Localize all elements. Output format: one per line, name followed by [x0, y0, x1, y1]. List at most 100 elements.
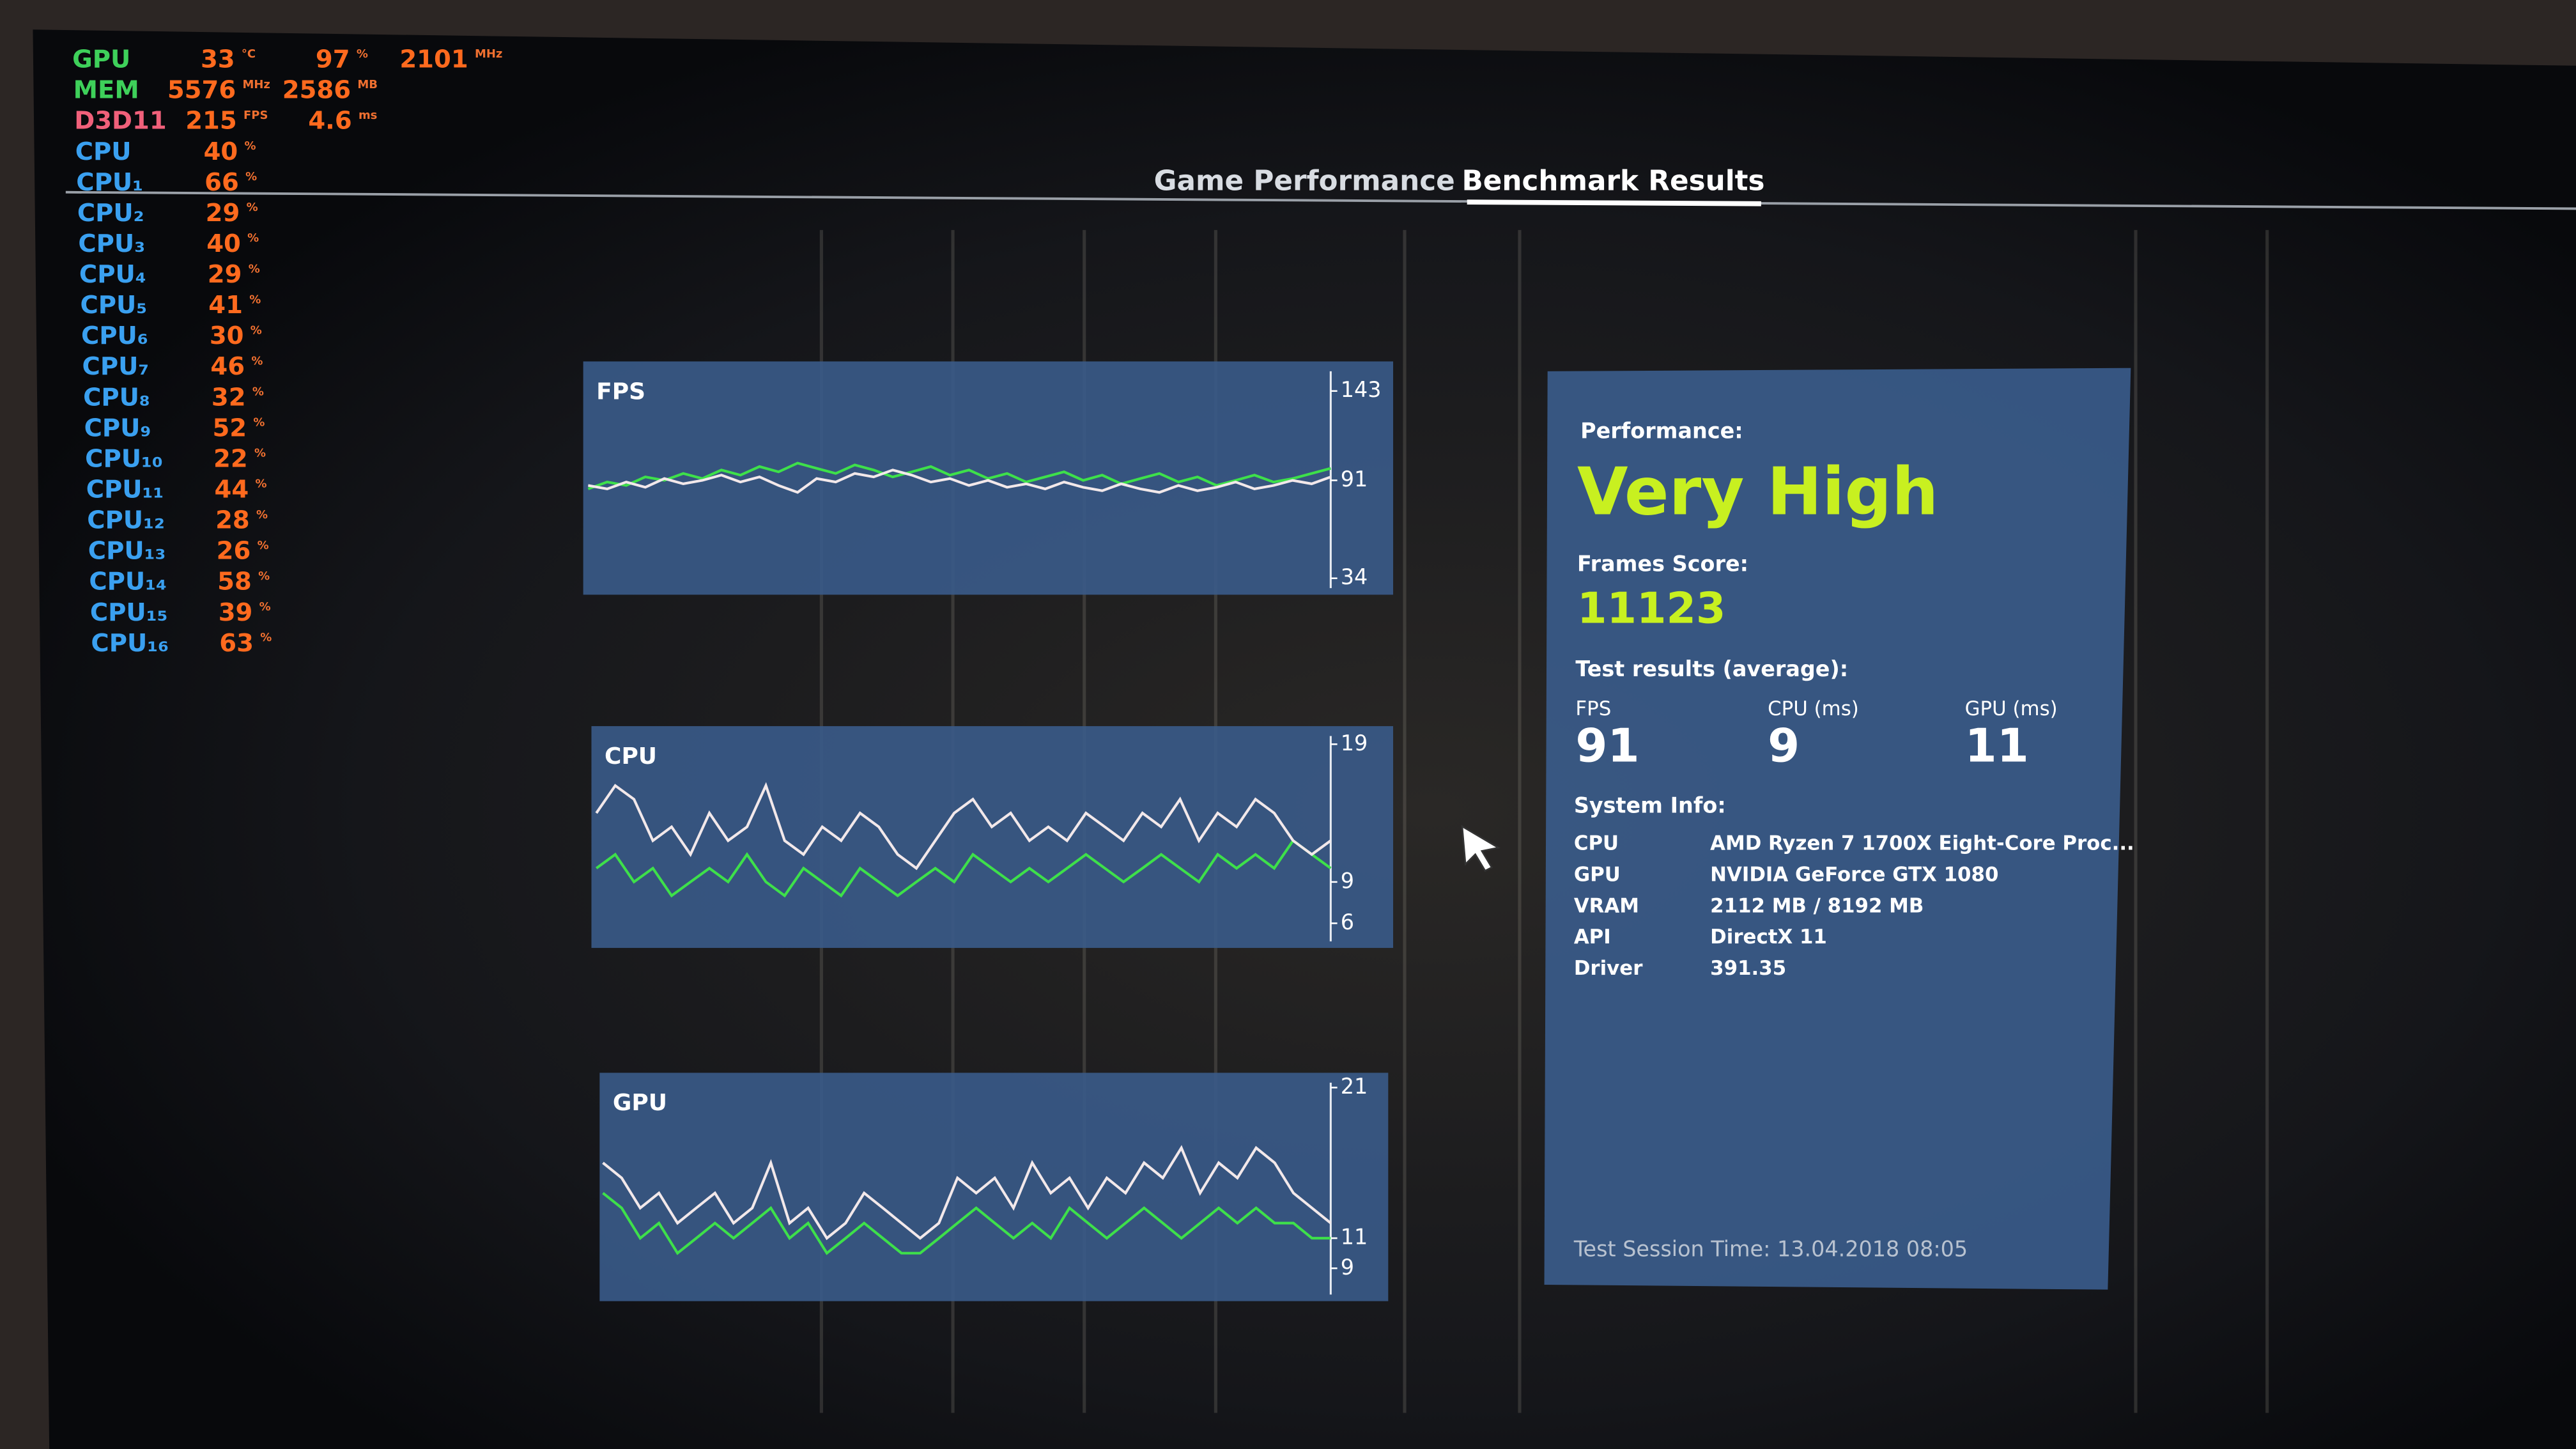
results-panel: [1544, 368, 2131, 1290]
osd-label: CPU₅: [80, 291, 147, 320]
osd-label: CPU₁₆: [91, 629, 169, 658]
osd-label: D3D11: [74, 107, 166, 136]
osd-unit: %: [256, 508, 268, 522]
average-label: CPU (ms): [1768, 697, 1859, 720]
info-value: NVIDIA GeForce GTX 1080: [1710, 863, 1998, 886]
osd-label: CPU₂: [77, 199, 144, 228]
graph-panel: [599, 1073, 1389, 1301]
osd-value: 40: [206, 229, 241, 258]
osd-label: CPU₁₁: [86, 476, 164, 504]
osd-unit: %: [254, 447, 266, 460]
y-tick-label: 11: [1341, 1225, 1368, 1250]
osd-value: 40: [204, 137, 238, 166]
osd-label: GPU: [72, 45, 130, 74]
osd-unit: %: [258, 539, 269, 552]
system-info: CPU AMD Ryzen 7 1700X Eight-Core Proc... G…: [1574, 832, 2134, 980]
y-tick-label: 9: [1341, 1255, 1354, 1280]
info-key: VRAM: [1574, 894, 1639, 917]
graphs: FPS 143 91 34 CPU 19 9 6 GPU 21 11 9: [583, 361, 1394, 1301]
osd-value: 2101: [399, 45, 468, 74]
tab-active[interactable]: Benchmark Results: [1462, 164, 1764, 197]
average-value: 9: [1768, 719, 1800, 773]
mouse-cursor: [1461, 825, 1501, 872]
y-tick-label: 9: [1341, 868, 1354, 893]
osd-value: 58: [217, 568, 252, 596]
graph-line: [595, 839, 1332, 898]
osd-label: CPU₁: [76, 168, 143, 197]
graph-line: [587, 461, 1331, 490]
osd-unit: %: [252, 385, 264, 399]
system-info-label: System Info:: [1574, 793, 1726, 818]
osd-value: 29: [208, 260, 242, 289]
y-tick-label: 34: [1341, 564, 1368, 589]
performance: Very High: [1577, 454, 1938, 531]
osd-value: 33: [201, 45, 235, 74]
osd-value: 39: [219, 598, 253, 627]
tab-rule: [65, 190, 2576, 210]
osd-unit: %: [249, 293, 261, 306]
osd-value: 52: [212, 414, 247, 442]
osd-unit: %: [251, 323, 262, 337]
y-tick-label: 21: [1341, 1074, 1368, 1099]
average-label: FPS: [1575, 697, 1611, 720]
osd-label: CPU₁₅: [90, 598, 168, 627]
osd-label: MEM: [73, 76, 139, 105]
osd-value: 29: [206, 199, 240, 228]
info-key: CPU: [1574, 832, 1619, 855]
osd-label: CPU₃: [78, 229, 145, 258]
graph-line: [602, 1191, 1331, 1255]
osd-value: 32: [212, 383, 246, 412]
osd-value: 66: [204, 168, 239, 197]
osd-value: 30: [210, 322, 244, 350]
tab[interactable]: Game Performance: [1154, 164, 1455, 197]
osd-label: CPU₇: [82, 352, 150, 381]
osd-unit: %: [260, 631, 272, 644]
average-value: 11: [1965, 719, 2029, 773]
active-tab-underline: [1467, 199, 1761, 206]
osd-label: CPU₆: [81, 322, 148, 350]
osd-value: 97: [316, 45, 350, 74]
graph-panel: [591, 726, 1394, 949]
graph-line: [595, 782, 1332, 871]
graph-title: FPS: [596, 378, 645, 405]
frames-score: 11123: [1577, 584, 1726, 633]
osd-value: 2586: [282, 76, 351, 105]
osd-value: 41: [208, 291, 243, 320]
osd-value: 46: [210, 352, 245, 381]
osd-value: 26: [217, 537, 251, 566]
average-value: 91: [1575, 719, 1639, 773]
osd-unit: %: [249, 262, 260, 275]
osd-unit: %: [245, 139, 256, 153]
osd-label: CPU₈: [83, 383, 150, 412]
osd-unit: MHz: [242, 78, 270, 91]
osd-value: 22: [213, 444, 248, 473]
info-key: Driver: [1574, 957, 1643, 980]
info-value: 391.35: [1710, 957, 1786, 980]
y-tick-label: 6: [1341, 910, 1354, 934]
info-value: DirectX 11: [1710, 926, 1827, 949]
graph-title: GPU: [613, 1090, 667, 1116]
info-key: GPU: [1574, 863, 1621, 886]
osd-label: CPU₄: [79, 260, 146, 289]
y-tick-label: 91: [1341, 467, 1368, 492]
osd-value: 44: [215, 476, 249, 504]
info-value: 2112 MB / 8192 MB: [1710, 894, 1924, 917]
osd-label: CPU: [75, 137, 132, 166]
osd-value: 28: [215, 506, 250, 535]
osd-unit: %: [259, 600, 271, 614]
osd-unit: MB: [357, 78, 378, 91]
osd-unit: %: [256, 477, 267, 491]
osd-label: CPU₁₄: [89, 568, 167, 596]
osd-value: 4.6: [308, 107, 351, 136]
osd-label: CPU₉: [84, 414, 151, 442]
osd-unit: %: [247, 231, 259, 245]
graph-line: [587, 469, 1332, 494]
osd-unit: MHz: [475, 47, 502, 61]
osd-unit: %: [357, 47, 368, 61]
info-value: AMD Ryzen 7 1700X Eight-Core Proc...: [1710, 832, 2134, 855]
test-results-label: Test results (average):: [1575, 656, 1848, 681]
y-tick-label: 19: [1341, 731, 1368, 755]
